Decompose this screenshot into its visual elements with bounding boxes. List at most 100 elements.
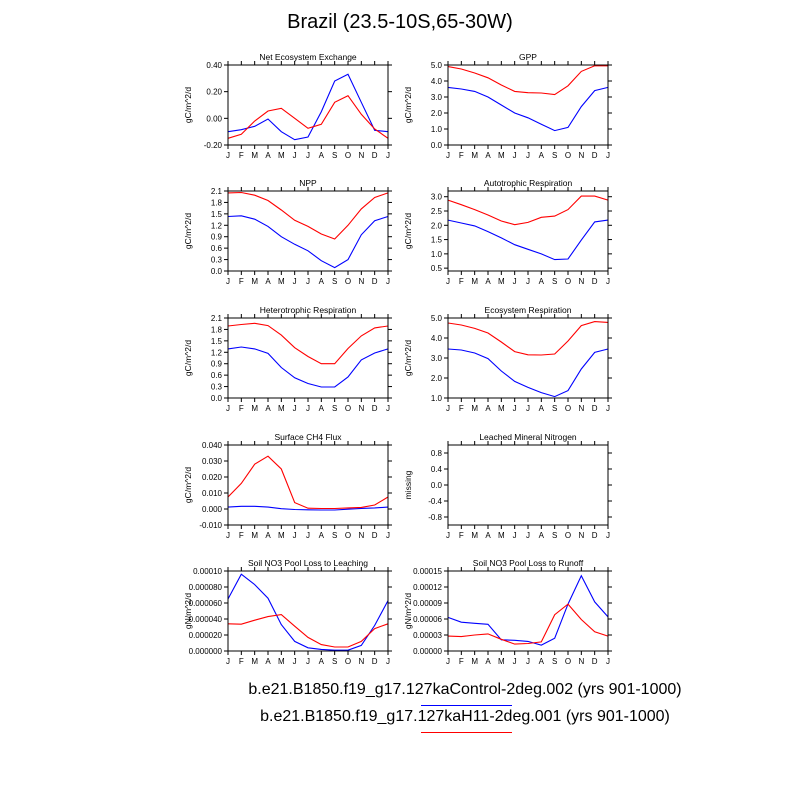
y-tick-label: 1.0 xyxy=(431,250,443,259)
y-tick-label: 0.010 xyxy=(202,489,223,498)
legend-line-h11 xyxy=(421,732,512,733)
x-tick-label: J xyxy=(293,151,297,160)
x-tick-label: D xyxy=(592,657,598,666)
x-tick-label: F xyxy=(239,151,244,160)
x-tick-label: M xyxy=(498,404,505,413)
panel-soil-no3-pool-loss-to-leaching: Soil NO3 Pool Loss to Leaching gN/m^2/d 0.… xyxy=(183,558,392,666)
panel-title: Soil NO3 Pool Loss to Runoff xyxy=(473,558,584,568)
x-tick-label: A xyxy=(319,151,325,160)
series-line-h11 xyxy=(227,455,389,510)
y-tick-label: 2.0 xyxy=(431,221,443,230)
x-tick-label: N xyxy=(358,151,364,160)
x-tick-label: D xyxy=(372,151,378,160)
y-tick-label: 0.000000 xyxy=(189,647,223,656)
x-tick-label: A xyxy=(485,404,491,413)
y-axis-label: gN/m^2/d xyxy=(183,593,193,629)
series-line-h11 xyxy=(447,603,609,645)
series-line-control xyxy=(227,215,389,269)
x-tick-label: A xyxy=(265,277,271,286)
x-tick-label: N xyxy=(578,531,584,540)
y-tick-label: 0.000 xyxy=(202,505,223,514)
legend-entry-h11: b.e21.B1850.f19_g17.127kaH11-2deg.001 (y… xyxy=(260,708,670,725)
x-tick-label: A xyxy=(265,531,271,540)
y-tick-label: 1.8 xyxy=(211,198,223,207)
y-tick-label: 1.5 xyxy=(211,337,223,346)
y-tick-label: 0.040 xyxy=(202,441,223,450)
plot-frame xyxy=(227,190,389,272)
y-axis-label: gC/m^2/d xyxy=(403,340,413,376)
x-tick-label: A xyxy=(319,277,325,286)
x-tick-label: N xyxy=(358,404,364,413)
series-line-control xyxy=(447,219,609,261)
y-tick-label: 5.0 xyxy=(431,61,443,70)
x-tick-label: S xyxy=(332,151,337,160)
y-tick-label: 2.5 xyxy=(431,207,443,216)
x-tick-label: D xyxy=(592,151,598,160)
y-tick-label: -0.010 xyxy=(199,521,222,530)
y-tick-label: 0.030 xyxy=(202,457,223,466)
x-tick-label: J xyxy=(606,151,610,160)
x-tick-label: F xyxy=(459,531,464,540)
panel-title: Autotrophic Respiration xyxy=(484,178,573,188)
x-tick-label: S xyxy=(552,151,557,160)
x-tick-label: J xyxy=(226,531,230,540)
y-tick-label: 3.0 xyxy=(431,193,443,202)
y-tick-label: -0.20 xyxy=(204,141,223,150)
x-tick-label: A xyxy=(265,404,271,413)
x-tick-label: S xyxy=(552,404,557,413)
y-tick-label: -0.8 xyxy=(428,513,442,522)
x-tick-label: F xyxy=(459,657,464,666)
x-tick-label: N xyxy=(578,404,584,413)
y-tick-label: 0.0 xyxy=(431,481,443,490)
x-tick-label: J xyxy=(526,277,530,286)
x-tick-label: M xyxy=(278,151,285,160)
x-tick-label: J xyxy=(446,277,450,286)
x-tick-label: J xyxy=(226,404,230,413)
x-tick-label: F xyxy=(239,277,244,286)
panel-surface-ch4-flux: Surface CH4 Flux gC/m^2/d -0.010 0.000 0.010… xyxy=(183,432,392,540)
x-tick-label: J xyxy=(306,531,310,540)
x-tick-label: M xyxy=(471,657,478,666)
x-tick-label: J xyxy=(513,657,517,666)
panel-title: Soil NO3 Pool Loss to Leaching xyxy=(248,558,368,568)
x-tick-label: J xyxy=(386,277,390,286)
x-tick-label: O xyxy=(345,531,351,540)
x-tick-label: F xyxy=(459,151,464,160)
x-tick-label: J xyxy=(606,277,610,286)
y-tick-label: 0.9 xyxy=(211,233,223,242)
panel-ecosystem-respiration: Ecosystem Respiration gC/m^2/d 1.0 2.0 3.0 4.… xyxy=(403,305,612,413)
x-tick-label: J xyxy=(606,404,610,413)
y-tick-label: 0.6 xyxy=(211,371,223,380)
y-tick-label: 0.000020 xyxy=(189,631,223,640)
y-tick-label: 0.4 xyxy=(431,465,443,474)
x-tick-label: N xyxy=(578,657,584,666)
y-tick-label: 2.0 xyxy=(431,109,443,118)
panel-title: Surface CH4 Flux xyxy=(274,432,342,442)
y-tick-label: 1.2 xyxy=(211,221,223,230)
panel-title: Net Ecosystem Exchange xyxy=(259,52,357,62)
x-tick-label: A xyxy=(265,151,271,160)
x-tick-label: O xyxy=(345,404,351,413)
panel-net-ecosystem-exchange: Net Ecosystem Exchange gC/m^2/d -0.20 0.00 0… xyxy=(183,52,392,160)
x-tick-label: S xyxy=(332,531,337,540)
x-tick-label: J xyxy=(293,277,297,286)
y-tick-label: 0.00015 xyxy=(413,567,442,576)
x-tick-label: J xyxy=(306,404,310,413)
x-tick-label: F xyxy=(459,404,464,413)
x-tick-label: M xyxy=(278,531,285,540)
y-tick-label: 4.0 xyxy=(431,77,443,86)
plot-frame xyxy=(447,190,609,272)
x-tick-label: D xyxy=(372,657,378,666)
series-line-control xyxy=(447,574,609,646)
x-tick-label: A xyxy=(319,531,325,540)
series-line-h11 xyxy=(227,614,389,648)
x-tick-label: F xyxy=(239,404,244,413)
plot-frame xyxy=(227,444,389,526)
series-line-h11 xyxy=(227,191,389,240)
y-tick-label: 3.0 xyxy=(431,93,443,102)
y-axis-label: missing xyxy=(403,470,413,499)
x-tick-label: F xyxy=(239,657,244,666)
y-tick-label: 5.0 xyxy=(431,314,443,323)
x-tick-label: J xyxy=(226,657,230,666)
